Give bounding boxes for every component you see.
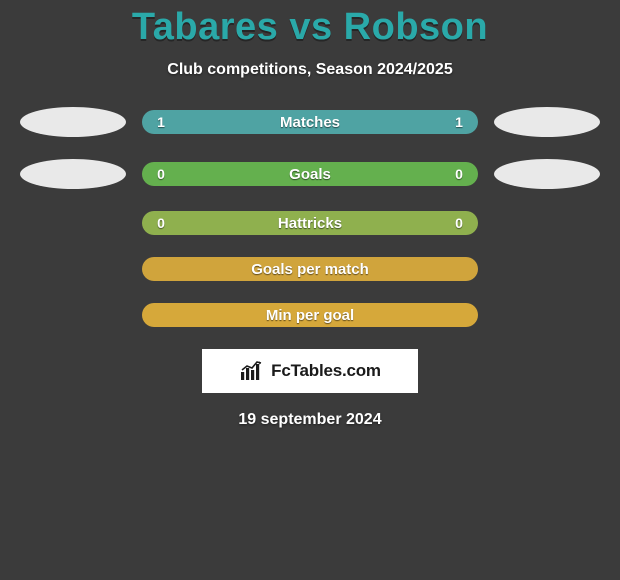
bar-matches: 1 Matches 1 <box>142 110 478 134</box>
value-left: 0 <box>154 215 168 231</box>
stat-rows: 1 Matches 1 0 Goals 0 0 Hattricks 0 Goal… <box>0 107 620 327</box>
value-left: 1 <box>154 114 168 130</box>
value-right: 0 <box>452 215 466 231</box>
bar-label: Matches <box>142 114 478 131</box>
ellipse-left-matches <box>20 107 126 137</box>
bar-hattricks: 0 Hattricks 0 <box>142 211 478 235</box>
bar-label: Goals per match <box>142 261 478 278</box>
ellipse-left-goals <box>20 159 126 189</box>
date-text: 19 september 2024 <box>0 411 620 429</box>
header: Tabares vs Robson Club competitions, Sea… <box>0 0 620 79</box>
bar-goals-per-match: Goals per match <box>142 257 478 281</box>
bar-goals: 0 Goals 0 <box>142 162 478 186</box>
bar-label: Min per goal <box>142 307 478 324</box>
bar-min-per-goal: Min per goal <box>142 303 478 327</box>
row-matches: 1 Matches 1 <box>0 107 620 137</box>
row-goals-per-match: Goals per match <box>0 257 620 281</box>
page-title: Tabares vs Robson <box>0 6 620 49</box>
brand-name: FcTables.com <box>271 361 381 381</box>
value-right: 1 <box>452 114 466 130</box>
bar-label: Goals <box>142 166 478 183</box>
row-goals: 0 Goals 0 <box>0 159 620 189</box>
ellipse-right-matches <box>494 107 600 137</box>
brand-chart-icon <box>239 360 265 382</box>
row-min-per-goal: Min per goal <box>0 303 620 327</box>
brand-box: FcTables.com <box>202 349 418 393</box>
bar-label: Hattricks <box>142 215 478 232</box>
row-hattricks: 0 Hattricks 0 <box>0 211 620 235</box>
ellipse-right-goals <box>494 159 600 189</box>
value-left: 0 <box>154 166 168 182</box>
subtitle: Club competitions, Season 2024/2025 <box>0 61 620 79</box>
value-right: 0 <box>452 166 466 182</box>
